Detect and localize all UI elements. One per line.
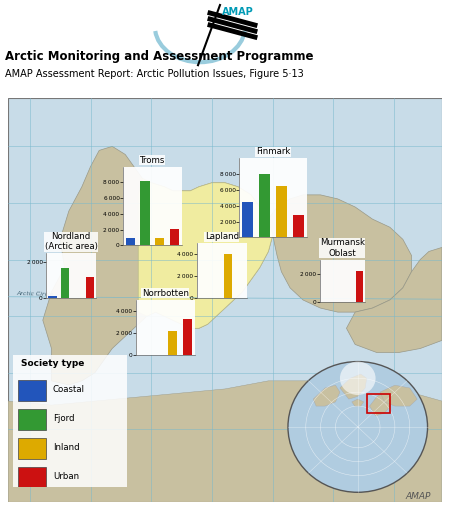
Bar bbox=[276, 186, 287, 237]
Circle shape bbox=[288, 362, 428, 492]
Bar bbox=[140, 181, 150, 246]
Text: Inland: Inland bbox=[53, 443, 79, 452]
Bar bbox=[86, 277, 94, 298]
Text: Coastal: Coastal bbox=[53, 385, 85, 394]
Text: Troms: Troms bbox=[140, 156, 165, 164]
Bar bbox=[18, 409, 46, 430]
Bar bbox=[224, 254, 232, 298]
Bar bbox=[259, 174, 270, 237]
Bar bbox=[18, 380, 46, 401]
Text: Fjord: Fjord bbox=[53, 414, 74, 423]
Polygon shape bbox=[346, 247, 442, 353]
Bar bbox=[126, 237, 135, 246]
Polygon shape bbox=[380, 385, 417, 406]
Polygon shape bbox=[268, 195, 412, 312]
Text: AMAP Assessment Report: Arctic Pollution Issues, Figure 5·13: AMAP Assessment Report: Arctic Pollution… bbox=[5, 69, 304, 79]
Text: Nordland
(Arctic area): Nordland (Arctic area) bbox=[45, 232, 98, 251]
Text: Arctic Circle: Arctic Circle bbox=[17, 291, 54, 297]
Text: Urban: Urban bbox=[53, 472, 79, 480]
Text: Norrbotten: Norrbotten bbox=[142, 289, 189, 298]
Polygon shape bbox=[43, 146, 273, 385]
Text: Murmansk
Oblast: Murmansk Oblast bbox=[320, 238, 365, 258]
Polygon shape bbox=[8, 381, 442, 502]
Bar bbox=[242, 202, 253, 237]
Text: AMAP: AMAP bbox=[222, 7, 254, 17]
Bar bbox=[49, 296, 57, 298]
Text: Society type: Society type bbox=[21, 359, 84, 368]
Bar bbox=[292, 215, 304, 237]
Text: AMAP: AMAP bbox=[406, 492, 431, 501]
Text: Lapland: Lapland bbox=[205, 232, 239, 242]
Bar bbox=[155, 238, 164, 246]
Bar bbox=[168, 331, 177, 354]
Polygon shape bbox=[352, 399, 364, 406]
Polygon shape bbox=[313, 385, 340, 406]
Bar bbox=[367, 393, 391, 413]
Bar bbox=[18, 438, 46, 459]
Circle shape bbox=[340, 362, 376, 395]
Bar bbox=[170, 229, 179, 246]
Bar bbox=[356, 271, 363, 302]
Polygon shape bbox=[340, 374, 367, 399]
Polygon shape bbox=[369, 392, 392, 416]
Text: Arctic Monitoring and Assessment Programme: Arctic Monitoring and Assessment Program… bbox=[5, 50, 314, 63]
Polygon shape bbox=[138, 179, 273, 328]
Bar bbox=[183, 319, 192, 354]
Bar bbox=[61, 268, 69, 298]
Bar bbox=[18, 467, 46, 488]
Text: Finmark: Finmark bbox=[256, 147, 290, 157]
